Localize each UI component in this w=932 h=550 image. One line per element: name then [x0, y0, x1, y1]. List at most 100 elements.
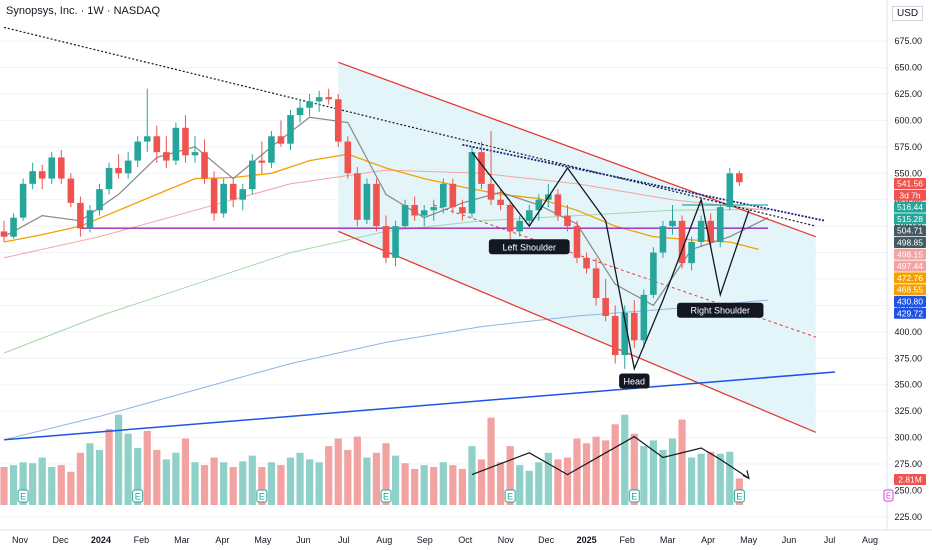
volume-bar [391, 455, 400, 505]
volume-bar [248, 455, 256, 505]
candle-body [105, 167, 113, 190]
volume-bar [306, 459, 314, 505]
volume-bar [649, 440, 657, 505]
volume-bar [105, 429, 113, 505]
candle-body [134, 141, 141, 161]
volume-bar [286, 457, 295, 505]
price-label-bg [894, 296, 926, 307]
earnings-marker: E [259, 492, 265, 502]
volume-bar [200, 465, 209, 505]
candle-body [67, 178, 75, 203]
volume-bar [229, 467, 237, 505]
price-tick-label: 625.00 [894, 89, 922, 99]
time-tick-label: Apr [215, 535, 229, 545]
time-tick-label: Mar [174, 535, 190, 545]
volume-bar [48, 467, 56, 505]
candle-body [583, 257, 590, 269]
candle-body [277, 136, 285, 144]
candle-body [354, 173, 361, 220]
volume-bar [458, 468, 466, 505]
volume-bar [325, 446, 333, 505]
currency-button[interactable]: USD [892, 6, 924, 21]
volume-bar [181, 438, 190, 505]
chart-title: Synopsys, Inc. · 1W · NASDAQ [6, 5, 161, 17]
earnings-marker: E [135, 492, 141, 502]
time-tick-label: Aug [862, 535, 878, 545]
candle-body [678, 220, 686, 264]
candle-body [77, 202, 84, 229]
candle-body [163, 152, 170, 161]
price-label-bg [894, 260, 926, 272]
price-tick-label: 600.00 [894, 115, 922, 125]
volume-bar [143, 430, 151, 505]
candle-body [0, 231, 8, 237]
earnings-marker: E [631, 492, 637, 502]
price-tick-label: 675.00 [894, 36, 922, 46]
price-label: 468.55 [897, 285, 923, 295]
resistance-dotted-line [462, 143, 826, 222]
candle-body [229, 183, 237, 200]
candle-body [201, 152, 208, 179]
candle-body [153, 136, 161, 153]
volume-bar [439, 462, 447, 505]
candle-body [621, 312, 629, 356]
candle-body [430, 207, 438, 211]
time-tick-label: Jun [782, 535, 797, 545]
volume-bar [525, 470, 533, 505]
time-tick-label: Apr [701, 535, 715, 545]
candle-body [688, 241, 695, 264]
volume-bar [124, 433, 132, 505]
candle-body [38, 171, 46, 179]
volume-bar [688, 457, 696, 505]
price-tick-label: 300.00 [894, 433, 922, 443]
time-tick-label: May [740, 535, 758, 545]
right-shoulder-label: Right Shoulder [690, 306, 750, 316]
earnings-marker: E [736, 492, 742, 502]
volume-bar [95, 449, 104, 505]
volume-bar [563, 457, 572, 505]
candle-body [631, 312, 638, 341]
candle-body [325, 97, 332, 100]
volume-bar [0, 467, 8, 505]
volume-bar [191, 462, 199, 505]
candle-body [506, 204, 514, 232]
volume-bar [210, 457, 218, 505]
volume-bar [153, 449, 161, 505]
price-label-bg [894, 248, 926, 260]
candle-body [516, 220, 523, 232]
candle-body [86, 210, 94, 229]
time-tick-label: Sep [417, 535, 433, 545]
candle-body [124, 160, 132, 174]
volume-bar [659, 449, 667, 505]
left-shoulder-label-bg [488, 239, 570, 255]
volume-bar [430, 467, 438, 505]
volume-arrow-head [742, 470, 750, 480]
time-tick-label: Jul [338, 535, 350, 545]
volume-bar [697, 453, 705, 505]
price-tick-label: 375.00 [894, 353, 922, 363]
volume-bar [315, 462, 323, 505]
volume-bar [267, 462, 275, 505]
volume-bar [487, 417, 495, 505]
right-shoulder-label-bg [677, 302, 764, 318]
volume-bar [162, 459, 170, 505]
candle-body [736, 173, 743, 183]
price-tick-label: 575.00 [894, 142, 922, 152]
candle-body [726, 173, 734, 208]
volume-bar [592, 436, 600, 505]
time-tick-label: 2025 [577, 535, 597, 545]
candle-body [697, 220, 705, 242]
candle-body [554, 194, 562, 216]
candle-body [382, 226, 390, 258]
candle-body [315, 97, 323, 102]
volume-bar [544, 452, 552, 505]
candle-body [191, 152, 199, 156]
volume-bar [220, 462, 228, 505]
candle-body [640, 294, 648, 341]
earnings-marker-box [628, 489, 640, 503]
volume-bar [382, 443, 390, 505]
candle-body [96, 189, 103, 211]
price-label: 516.44 [897, 202, 923, 212]
volume-bar [296, 452, 304, 505]
